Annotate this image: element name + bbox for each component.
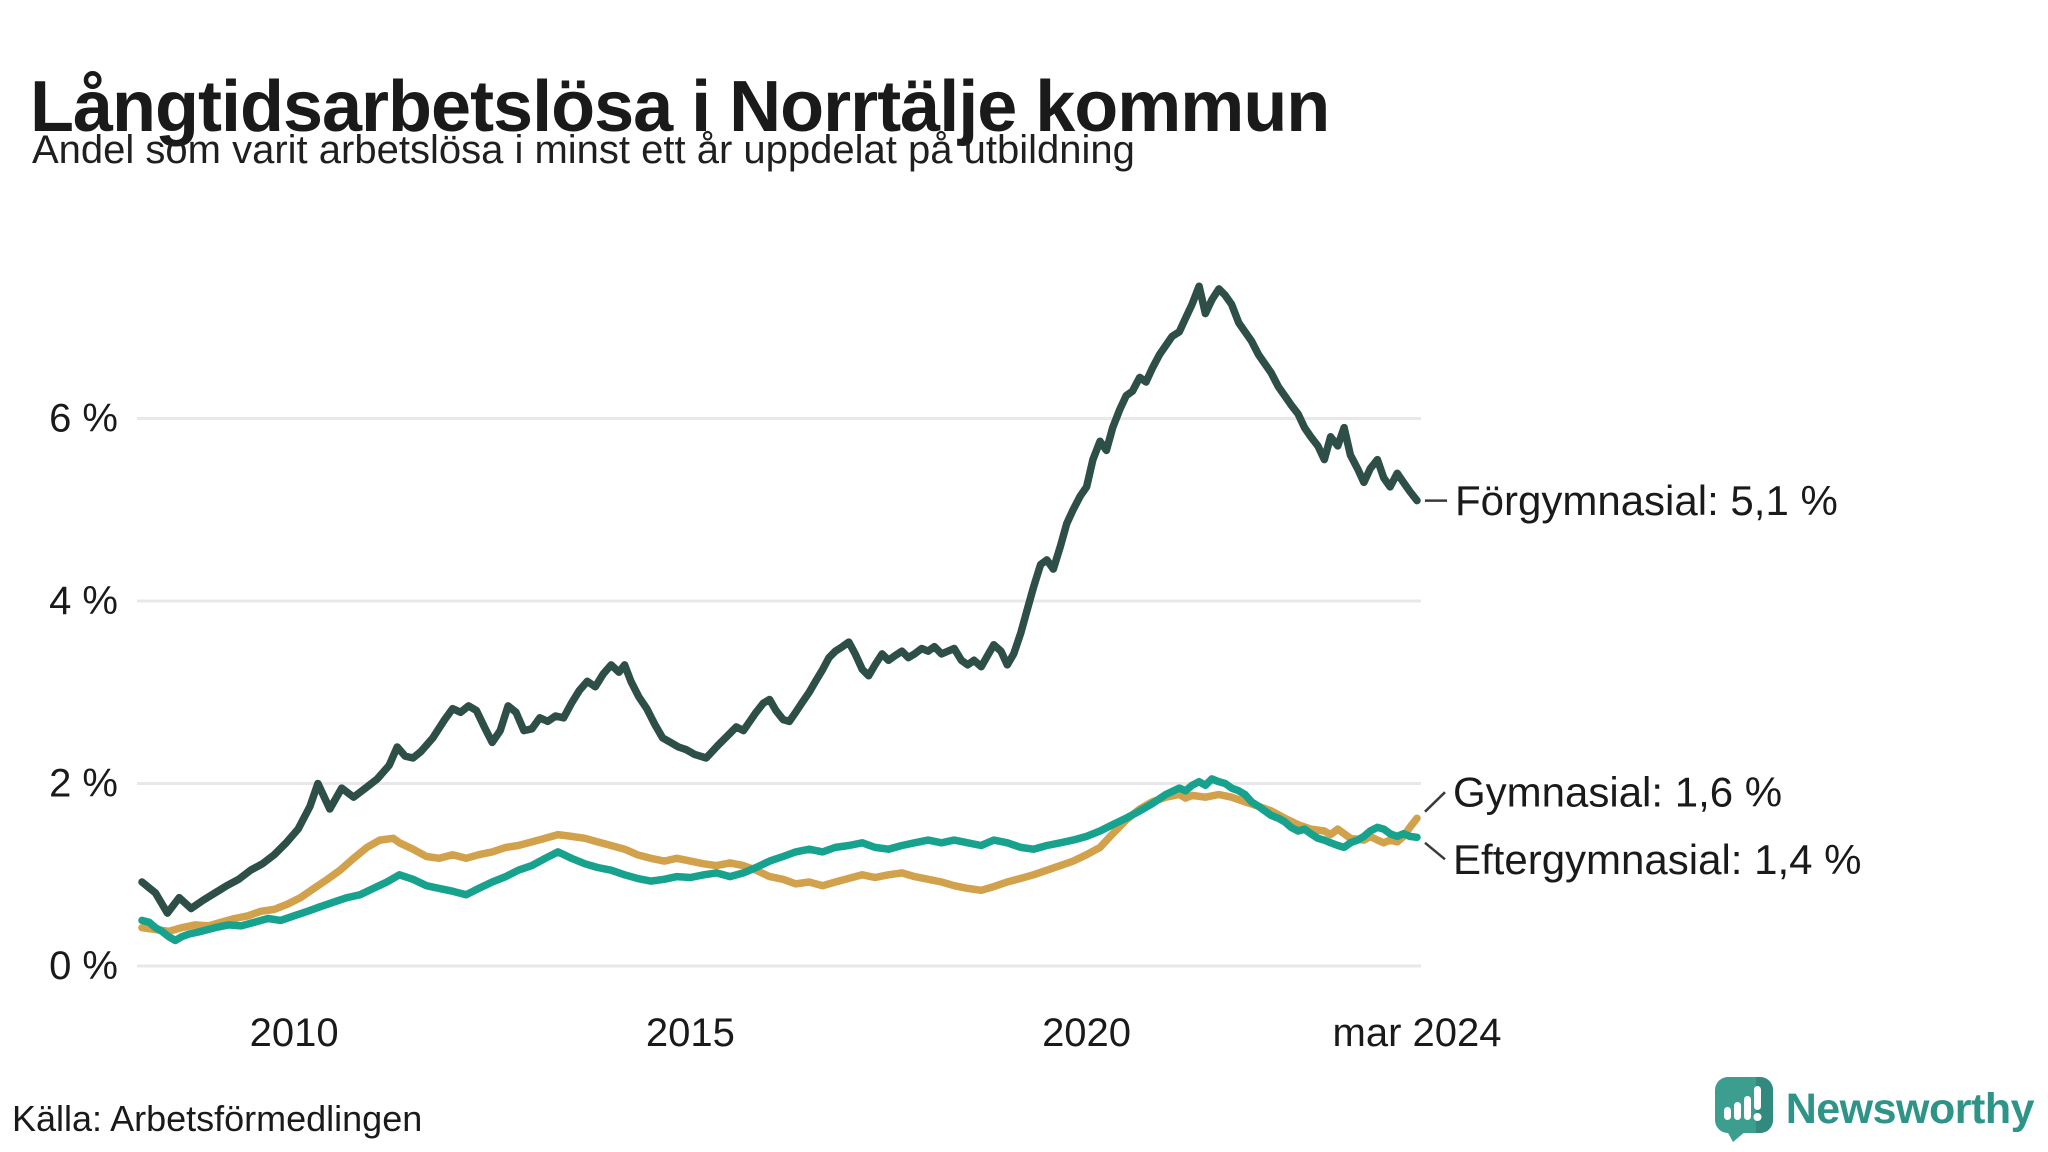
series-line-förgymnasial (138, 282, 1421, 917)
series-line-eftergymnasial (138, 775, 1421, 945)
chart-subtitle: Andel som varit arbetslösa i minst ett å… (32, 128, 1135, 172)
x-axis-tick-label: 2020 (1042, 1011, 1131, 1055)
y-axis-tick-label: 6 % (49, 397, 118, 441)
y-axis-tick-label: 0 % (49, 944, 118, 988)
newsworthy-logo-text: Newsworthy (1785, 1084, 2035, 1133)
source-note: Källa: Arbetsförmedlingen (12, 1098, 423, 1139)
x-axis-tick-label: mar 2024 (1333, 1011, 1502, 1055)
series-end-label-gymnasial: Gymnasial: 1,6 % (1453, 769, 1782, 816)
series-end-label-förgymnasial: Förgymnasial: 5,1 % (1455, 477, 1838, 524)
y-axis-tick-label: 4 % (49, 579, 118, 623)
x-axis-tick-label: 2015 (646, 1011, 735, 1055)
series-line-gymnasial (138, 790, 1421, 936)
x-axis-tick-label: 2010 (250, 1011, 339, 1055)
label-connector-gymnasial (1424, 791, 1446, 813)
page-title: Långtidsarbetslösa i Norrtälje kommun (30, 67, 1330, 148)
label-connector-eftergymnasial (1424, 841, 1446, 861)
newsworthy-logo-link[interactable]: Newsworthy (1712, 1076, 2035, 1142)
newsworthy-speech-bubble-bar-chart-icon (1712, 1076, 1776, 1142)
y-axis-tick-label: 2 % (49, 762, 118, 806)
series-end-label-eftergymnasial: Eftergymnasial: 1,4 % (1453, 836, 1862, 883)
